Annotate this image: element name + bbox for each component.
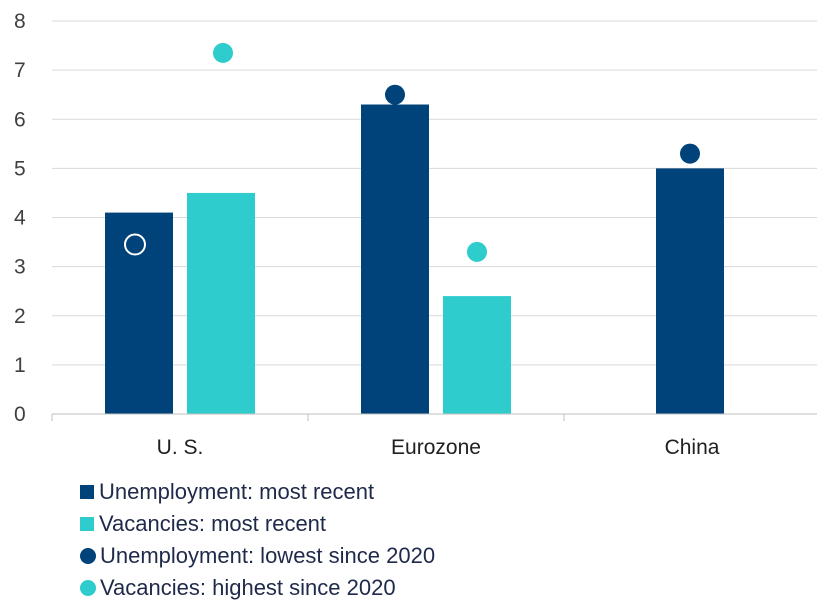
x-tick-label: China bbox=[665, 436, 720, 459]
legend-label: Unemployment: lowest since 2020 bbox=[100, 543, 436, 568]
legend-swatch bbox=[80, 580, 96, 596]
y-tick-label: 5 bbox=[14, 157, 26, 180]
bar bbox=[361, 104, 429, 414]
marker bbox=[124, 233, 146, 256]
y-tick-label: 8 bbox=[14, 10, 26, 33]
marker bbox=[213, 42, 233, 63]
bars bbox=[105, 104, 724, 414]
legend-swatch bbox=[80, 485, 94, 499]
y-tick-label: 6 bbox=[14, 108, 26, 131]
legend-label: Vacancies: most recent bbox=[99, 511, 327, 536]
bar bbox=[187, 192, 255, 414]
legend: Unemployment: most recent Vacancies: mos… bbox=[80, 476, 435, 604]
legend-swatch bbox=[80, 548, 96, 564]
y-tick-label: 4 bbox=[14, 207, 26, 230]
marker bbox=[467, 241, 487, 262]
bar bbox=[656, 168, 724, 414]
x-tick-label: U. S. bbox=[157, 436, 204, 459]
legend-swatch bbox=[80, 517, 94, 531]
x-axis-ticks bbox=[51, 414, 565, 421]
y-tick-label: 1 bbox=[14, 354, 26, 377]
x-tick-label: Eurozone bbox=[391, 436, 481, 459]
y-tick-label: 7 bbox=[14, 59, 26, 82]
legend-item-vacancies-highest: Vacancies: highest since 2020 bbox=[80, 572, 435, 604]
y-tick-label: 3 bbox=[14, 256, 26, 279]
legend-item-unemployment-lowest: Unemployment: lowest since 2020 bbox=[80, 540, 435, 572]
x-axis-labels: U. S. Eurozone China bbox=[157, 436, 720, 459]
chart: 0 1 2 3 4 5 6 7 8 U. S. Eurozone China bbox=[14, 10, 817, 459]
legend-label: Unemployment: most recent bbox=[99, 479, 375, 504]
bar bbox=[105, 212, 173, 414]
bar bbox=[443, 296, 511, 414]
gridlines bbox=[52, 20, 817, 366]
y-tick-label: 0 bbox=[14, 403, 26, 426]
legend-label: Vacancies: highest since 2020 bbox=[100, 575, 396, 600]
legend-item-vacancies-recent: Vacancies: most recent bbox=[80, 508, 435, 540]
marker bbox=[680, 143, 700, 164]
y-tick-label: 2 bbox=[14, 305, 26, 328]
marker bbox=[385, 84, 405, 105]
legend-item-unemployment-recent: Unemployment: most recent bbox=[80, 476, 435, 508]
y-axis-ticks: 0 1 2 3 4 5 6 7 8 bbox=[14, 10, 26, 426]
markers bbox=[124, 42, 700, 262]
